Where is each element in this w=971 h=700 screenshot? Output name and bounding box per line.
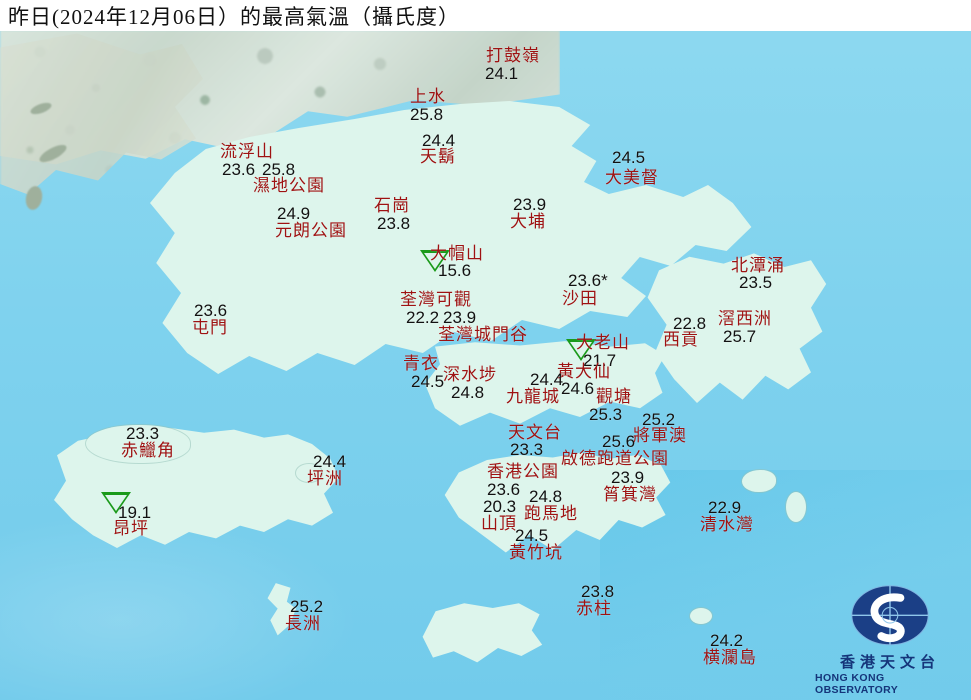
station-name: 西貢 xyxy=(663,330,699,349)
logo-text-en: HONG KONG OBSERVATORY xyxy=(815,672,899,696)
low-temp-marker-inner xyxy=(424,253,446,269)
station-value: 20.3 xyxy=(483,497,517,516)
station-value: 25.8 xyxy=(410,105,444,124)
station-value: 22.9 xyxy=(708,498,742,517)
land-islet-east-2 xyxy=(786,492,806,522)
station-name: 大埔 xyxy=(510,212,546,231)
station-value: 23.9 xyxy=(513,195,547,214)
station-name: 天鬍 xyxy=(420,147,456,166)
land-islet-waglan xyxy=(690,608,712,624)
station-name: 黃大仙 xyxy=(557,362,611,381)
station-name: 赤鱲角 xyxy=(121,441,175,460)
logo-text-zh: 香港天文台 xyxy=(839,655,940,671)
station-value: 19.1 xyxy=(118,503,152,522)
station-name: 觀塘 xyxy=(596,387,632,406)
station-value: 23.8 xyxy=(377,214,411,233)
station-value: 25.2 xyxy=(290,597,324,616)
station-value: 25.3 xyxy=(589,405,623,424)
station-value: 23.3 xyxy=(510,440,544,459)
page-title: 昨日(2024年12月06日）的最高氣溫（攝氏度） xyxy=(8,4,460,29)
station-value: 15.6 xyxy=(438,261,472,280)
hko-emblem-icon xyxy=(851,585,929,646)
station-name: 流浮山 xyxy=(220,142,274,161)
station-name: 沙田 xyxy=(562,289,598,308)
station-value: 24.4 xyxy=(422,131,456,150)
low-temp-marker-inner xyxy=(570,342,592,358)
station-name: 山頂 xyxy=(481,514,517,533)
station-name: 屯門 xyxy=(192,318,228,337)
station-name: 赤柱 xyxy=(576,599,612,618)
station-value: 24.5 xyxy=(515,526,549,545)
station-name: 將軍澳 xyxy=(633,426,687,445)
station-value: 21.7 xyxy=(583,351,617,370)
station-name: 天文台 xyxy=(508,423,562,442)
station-value: 22.2 xyxy=(406,308,440,327)
station-value: 23.5 xyxy=(739,273,773,292)
station-value: 24.8 xyxy=(529,487,563,506)
land-islet-peng-chau xyxy=(296,464,322,482)
station-name: 横瀾島 xyxy=(703,648,757,667)
station-name: 荃灣可觀 xyxy=(400,290,472,309)
station-name: 上水 xyxy=(410,87,446,106)
station-name: 昂坪 xyxy=(113,519,149,538)
station-value: 24.4 xyxy=(530,370,564,389)
land-chek-lap-kok xyxy=(86,425,190,463)
station-value: 25.7 xyxy=(723,327,757,346)
land-sai-kung xyxy=(647,253,827,403)
station-value: 24.6 xyxy=(561,379,595,398)
station-value: 25.2 xyxy=(642,410,676,429)
station-name: 坪洲 xyxy=(307,469,343,488)
station-name: 大帽山 xyxy=(430,244,484,263)
station-value: 25.8 xyxy=(262,160,296,179)
station-value: 24.8 xyxy=(451,383,485,402)
station-value: 23.6 xyxy=(222,160,256,179)
station-name: 石崗 xyxy=(374,196,410,215)
station-name: 跑馬地 xyxy=(524,504,578,523)
station-value: 23.9 xyxy=(611,468,645,487)
station-name: 大老山 xyxy=(576,333,630,352)
station-value: 24.5 xyxy=(612,148,646,167)
station-name: 打鼓嶺 xyxy=(486,46,540,65)
station-name: 香港公園 xyxy=(487,462,559,481)
land-islet-east-1 xyxy=(742,470,776,492)
station-value: 24.4 xyxy=(313,452,347,471)
station-name: 荃灣城門谷 xyxy=(438,325,528,344)
station-value: 23.6 xyxy=(194,301,228,320)
station-name: 青衣 xyxy=(403,354,439,373)
station-name: 筲箕灣 xyxy=(603,485,657,504)
hko-logo: 香港天文台 HONG KONG OBSERVATORY xyxy=(815,584,965,696)
station-name: 黃竹坑 xyxy=(509,543,563,562)
land-islet-lamma xyxy=(422,603,543,663)
station-name: 北潭涌 xyxy=(731,256,785,275)
station-name: 九龍城 xyxy=(506,387,560,406)
title-bar: 昨日(2024年12月06日）的最高氣溫（攝氏度） xyxy=(0,0,971,31)
station-name: 濕地公園 xyxy=(253,176,325,195)
station-value: 24.9 xyxy=(277,204,311,223)
station-name: 清水灣 xyxy=(700,515,754,534)
low-temp-marker-inner xyxy=(105,495,127,511)
station-value: 24.5 xyxy=(411,372,445,391)
station-name: 啟德跑道公園 xyxy=(561,449,669,468)
station-value: 23.6* xyxy=(568,271,608,290)
station-value: 24.2 xyxy=(710,631,744,650)
station-name: 元朗公園 xyxy=(275,221,347,240)
station-name: 長洲 xyxy=(285,614,321,633)
station-value: 23.9 xyxy=(443,308,477,327)
station-name: 滘西洲 xyxy=(718,309,772,328)
station-value: 23.8 xyxy=(581,582,615,601)
station-value: 23.6 xyxy=(487,480,521,499)
station-value: 25.6 xyxy=(602,432,636,451)
station-name: 深水埗 xyxy=(443,365,497,384)
station-value: 22.8 xyxy=(673,314,707,333)
station-name: 大美督 xyxy=(605,168,659,187)
station-value: 23.3 xyxy=(126,424,160,443)
station-value: 24.1 xyxy=(485,64,519,83)
